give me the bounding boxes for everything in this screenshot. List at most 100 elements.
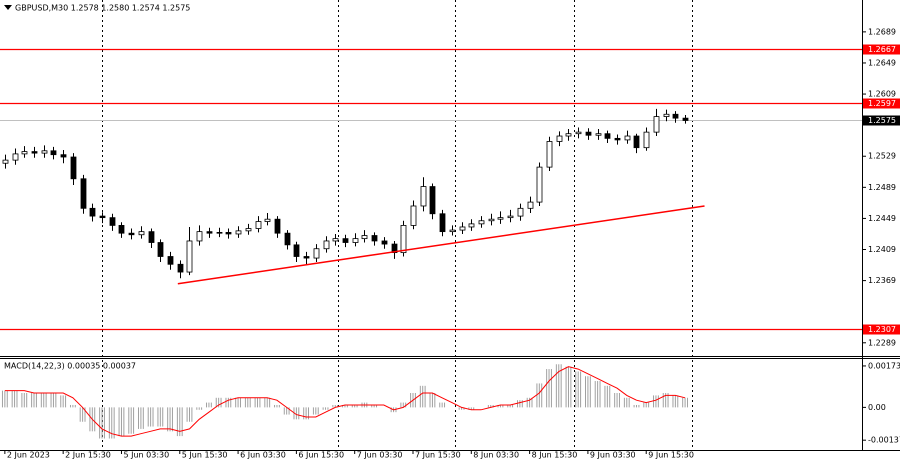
candle-body <box>264 218 271 222</box>
candle-body <box>70 156 77 180</box>
candle-body <box>128 232 135 236</box>
candle-body <box>449 229 456 233</box>
x-tick-label: 9 Jun 15:30 <box>648 451 694 460</box>
level-label: 1.2667 <box>868 45 896 54</box>
y-tick-label: 1.2289 <box>868 338 896 347</box>
candle-body <box>118 225 125 234</box>
level-label-bg <box>863 44 900 55</box>
y-tick-label: 1.2409 <box>868 245 896 254</box>
candle-body <box>361 235 368 240</box>
candle-body <box>633 135 640 149</box>
candle-body <box>167 256 174 265</box>
candle-body <box>478 220 485 225</box>
candle-body <box>12 153 19 161</box>
candle-body <box>459 226 466 231</box>
candle-body <box>235 230 242 235</box>
x-tick-label: 9 Jun 03:30 <box>590 451 636 460</box>
x-tick-label: 5 Jun 15:30 <box>182 451 228 460</box>
candle-body <box>517 207 524 217</box>
chart-title: GBPUSD,M30 1.2578 1.2580 1.2574 1.2575 <box>15 4 190 13</box>
candle-body <box>643 131 650 149</box>
candle-body <box>381 240 388 245</box>
candle-body <box>663 113 670 117</box>
y-tick-label: 0.00173 <box>868 361 900 370</box>
trend-line <box>177 205 705 285</box>
y-tick-label: 1.2449 <box>868 214 896 223</box>
candle-body <box>604 133 611 139</box>
candle-body <box>332 238 339 242</box>
candle-body <box>546 141 553 168</box>
candle-body <box>352 238 359 243</box>
candle-body <box>682 117 689 121</box>
candle-body <box>575 131 582 135</box>
y-tick-label: 1.2369 <box>868 276 896 285</box>
candle-body <box>595 133 602 136</box>
x-tick-label: 2 Jun 15:30 <box>65 451 111 460</box>
candle-body <box>109 217 116 226</box>
candle-body <box>255 221 262 229</box>
candle-body <box>468 223 475 228</box>
candle-body <box>293 244 300 257</box>
y-tick-label: 1.2609 <box>868 90 896 99</box>
candle-body <box>284 232 291 246</box>
candle-body <box>99 215 106 219</box>
candle-body <box>323 240 330 250</box>
candle-body <box>497 217 504 220</box>
x-tick-label: 7 Jun 03:30 <box>357 451 403 460</box>
candle-body <box>429 186 436 215</box>
candle-body <box>556 135 563 142</box>
plot: 1.2689 1.2649 1.2609 1.2529 1.2489 1.2449 1.24… <box>0 27 900 460</box>
candle-body <box>89 207 96 217</box>
candle-body <box>50 150 57 156</box>
candle-body <box>400 225 407 254</box>
candle-body <box>565 133 572 137</box>
candle-body <box>196 231 203 242</box>
y-tick-label: 0.00 <box>868 403 886 412</box>
x-tick-label: 8 Jun 15:30 <box>532 451 578 460</box>
candle-body <box>420 186 427 207</box>
candle-body <box>186 240 193 273</box>
current-price-bg <box>863 115 900 126</box>
candle-body <box>60 154 67 158</box>
candle-body <box>439 213 446 233</box>
level-label-bg <box>863 98 900 109</box>
x-tick-label: 8 Jun 03:30 <box>473 451 519 460</box>
x-tick-label: 2 Jun 2023 <box>7 451 50 460</box>
candle-body <box>342 238 349 243</box>
candle-body <box>488 218 495 222</box>
y-tick-label: 1.2649 <box>868 58 896 67</box>
y-tick-label: -0.00137 <box>868 436 900 445</box>
candle-body <box>274 218 281 234</box>
candle-body <box>80 178 87 209</box>
candle-body <box>672 113 679 119</box>
candle-body <box>313 248 320 259</box>
candle-body <box>138 231 145 236</box>
x-tick-label: 5 Jun 03:30 <box>123 451 169 460</box>
level-label: 1.2597 <box>868 99 896 108</box>
candle-body <box>653 116 660 133</box>
level-label-bg <box>863 324 900 335</box>
candle-body <box>624 135 631 141</box>
candle-body <box>177 263 184 273</box>
x-tick-label: 6 Jun 15:30 <box>298 451 344 460</box>
candle-body <box>614 137 621 141</box>
candle-body <box>157 242 164 257</box>
menu-triangle[interactable] <box>4 5 12 10</box>
current-price-label: 1.2575 <box>868 116 896 125</box>
candle-body <box>245 228 252 232</box>
candle-body <box>41 150 48 154</box>
signal-line <box>4 366 686 437</box>
y-tick-label: 1.2489 <box>868 183 896 192</box>
macd-title: MACD(14,22,3) 0.00035 0.00037 <box>4 362 136 371</box>
candle-body <box>391 243 398 254</box>
candle-body <box>21 151 28 155</box>
candle-body <box>410 205 417 226</box>
x-tick-label: 6 Jun 03:30 <box>240 451 286 460</box>
candle-body <box>585 131 592 136</box>
x-tick-label: 7 Jun 15:30 <box>415 451 461 460</box>
y-tick-label: 1.2529 <box>868 152 896 161</box>
candle-body <box>216 232 223 234</box>
y-tick-label: 1.2689 <box>868 27 896 36</box>
candle-body <box>148 231 155 243</box>
